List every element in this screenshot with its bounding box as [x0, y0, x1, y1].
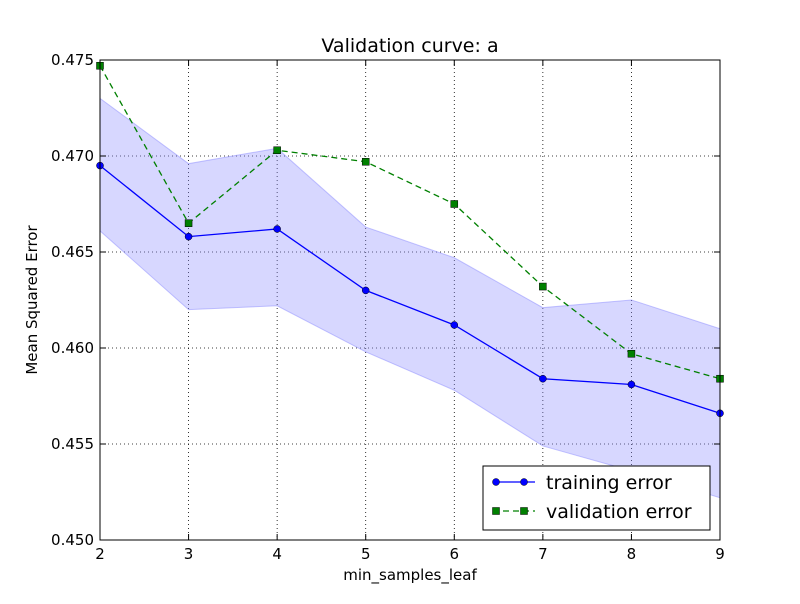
y-tick-label: 0.475: [51, 51, 94, 69]
y-axis-label: Mean Squared Error: [23, 225, 41, 375]
validation-error-point: [361, 158, 370, 166]
validation-error-point: [539, 282, 547, 291]
training-error-point: [184, 232, 193, 241]
training-error-point: [361, 286, 370, 295]
training-error-point: [539, 374, 547, 383]
y-tick-label: 0.465: [51, 243, 94, 261]
x-tick-label: 5: [361, 545, 371, 563]
x-axis-label: min_samples_leaf: [343, 566, 477, 585]
y-tick-label: 0.450: [51, 531, 94, 549]
validation-error-point: [450, 200, 459, 208]
x-tick-label: 3: [184, 545, 194, 563]
validation-error-line: [99, 65, 721, 380]
x-tick-label: 2: [95, 545, 105, 563]
chart-title: Validation curve: a: [321, 35, 498, 57]
x-tick-label: 8: [627, 545, 637, 563]
x-tick-label: 6: [450, 545, 460, 563]
legend-label-training-error: training error: [546, 472, 672, 494]
x-tick-label: 4: [272, 545, 282, 563]
validation-error-point: [273, 146, 281, 154]
legend-box: [482, 465, 711, 531]
training-error-point: [627, 380, 636, 389]
training-error-point: [273, 225, 281, 233]
x-tick-label: 7: [538, 545, 548, 563]
tick-layer: 2 3 4 5 6 7 8 9 0.450 0.455 0.460 0.465 0.470 0.475: [51, 51, 725, 563]
training-error-line: [99, 165, 721, 414]
x-tick-label: 9: [715, 545, 725, 563]
legend-marker-validation-error: [492, 507, 500, 515]
validation-error-point: [627, 350, 636, 358]
y-tick-label: 0.460: [51, 339, 94, 357]
legend: training error validation error: [482, 465, 711, 531]
plot-frame: [99, 59, 721, 541]
y-tick-label: 0.470: [51, 147, 94, 165]
legend-label-validation-error: validation error: [546, 501, 692, 523]
legend-marker-training-error: [520, 478, 528, 486]
training-error-point: [450, 321, 459, 329]
y-tick-label: 0.455: [51, 435, 94, 453]
validation-error-point: [184, 219, 193, 227]
legend-marker-validation-error: [520, 507, 528, 515]
legend-marker-training-error: [492, 478, 500, 486]
